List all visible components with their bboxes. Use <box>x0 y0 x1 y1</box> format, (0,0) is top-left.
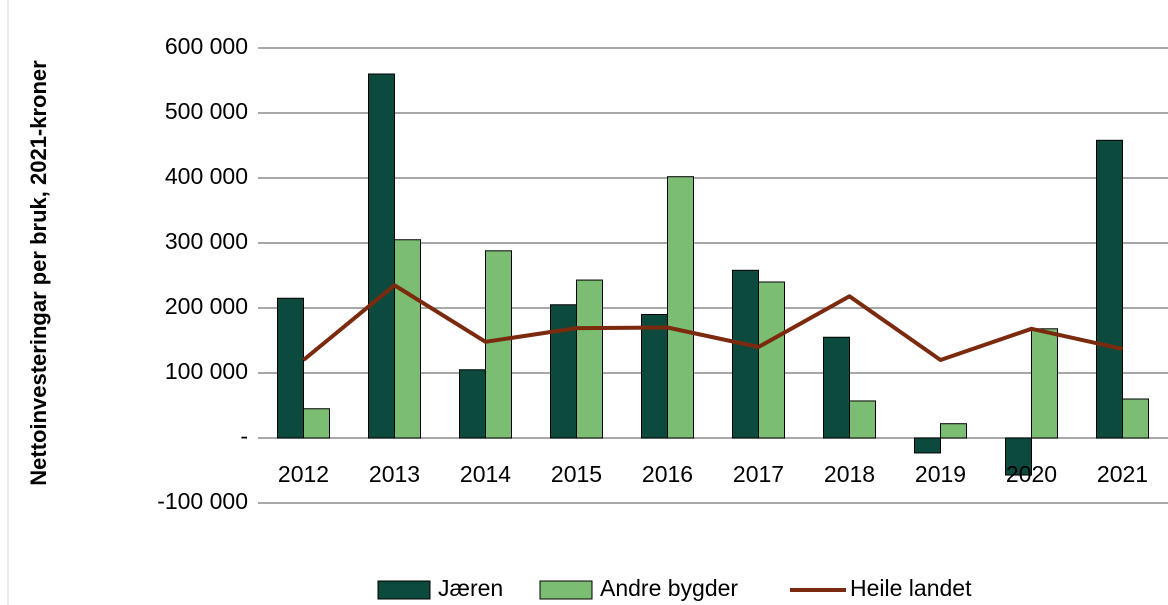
y-tick-label: 400 000 <box>165 163 248 189</box>
bar <box>667 176 694 439</box>
bar <box>849 400 876 439</box>
bar <box>1005 437 1032 476</box>
bar <box>940 423 967 439</box>
bar <box>368 73 395 439</box>
x-tick-label: 2021 <box>1097 461 1148 487</box>
bar <box>914 437 941 454</box>
bar <box>823 336 850 439</box>
bar <box>394 239 421 439</box>
y-tick-label: 100 000 <box>165 358 248 384</box>
bar <box>277 297 304 439</box>
x-tick-label: 2020 <box>1006 461 1057 487</box>
y-tick-label: 300 000 <box>165 228 248 254</box>
bar <box>550 304 577 439</box>
y-tick-label: - <box>240 423 248 449</box>
x-tick-label: 2012 <box>278 461 329 487</box>
bar <box>1122 398 1149 439</box>
y-tick-label: 200 000 <box>165 293 248 319</box>
x-tick-label: 2013 <box>369 461 420 487</box>
y-tick-label: 500 000 <box>165 98 248 124</box>
line-series <box>302 283 1123 362</box>
x-tick-label: 2015 <box>551 461 602 487</box>
y-axis-label: Nettoinvesteringar per bruk, 2021-kroner <box>26 60 51 486</box>
x-tick-label: 2017 <box>733 461 784 487</box>
bar <box>576 279 603 439</box>
x-tick-label: 2018 <box>824 461 875 487</box>
x-tick-label: 2014 <box>460 461 511 487</box>
bar <box>1031 328 1058 439</box>
bar <box>758 281 785 439</box>
bar <box>1096 139 1123 439</box>
legend-swatch <box>377 580 431 600</box>
legend-label: Andre bygder <box>600 575 738 601</box>
x-tick-label: 2019 <box>915 461 966 487</box>
bar <box>485 250 512 439</box>
x-tick-label: 2016 <box>642 461 693 487</box>
bar <box>303 408 330 439</box>
bar <box>459 369 486 439</box>
legend-label: Heile landet <box>850 575 972 601</box>
bar <box>641 314 668 439</box>
legend-swatch <box>539 580 593 600</box>
bar <box>732 269 759 439</box>
y-tick-label: 600 000 <box>165 33 248 59</box>
y-tick-label: -100 000 <box>157 488 248 514</box>
legend-label: Jæren <box>438 575 503 601</box>
